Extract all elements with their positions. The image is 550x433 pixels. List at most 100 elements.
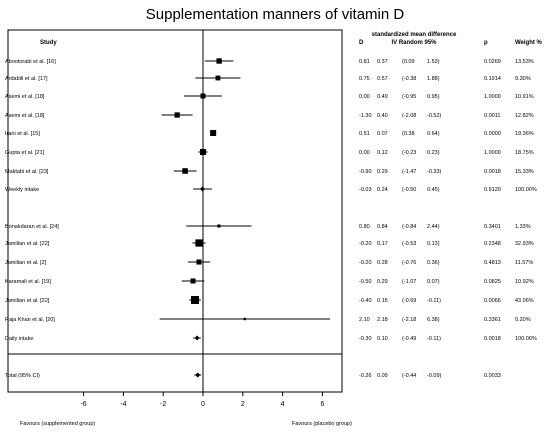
value-weight: 0.20% bbox=[515, 317, 531, 323]
x-tick-label: -4 bbox=[120, 401, 126, 408]
value-weight: 9.30% bbox=[515, 76, 531, 82]
study-label: Ardabili et al. [17] bbox=[5, 76, 48, 82]
value-d: 0.51 bbox=[359, 131, 370, 137]
value-ci-low: (-0.95 bbox=[402, 94, 416, 100]
study-label: Abootorabi et al. [16] bbox=[5, 59, 56, 65]
value-ci-low: (-1.07 bbox=[402, 279, 416, 285]
value-ci-low: (-0.44 bbox=[402, 373, 416, 379]
effect-marker bbox=[210, 129, 217, 137]
value-ci-high: -0.11) bbox=[427, 336, 441, 342]
study-label: Karamali et al. [19] bbox=[5, 279, 51, 285]
value-p: 0.3401 bbox=[484, 224, 501, 230]
value-d: 0.00 bbox=[359, 150, 370, 156]
value-d: -0.40 bbox=[359, 298, 372, 304]
value-ci-high: 0.13) bbox=[427, 241, 440, 247]
value-se: 0.29 bbox=[377, 279, 388, 285]
effect-marker bbox=[200, 149, 206, 155]
value-ci-low: (-0.69 bbox=[402, 298, 416, 304]
x-tick-label: 6 bbox=[320, 401, 324, 408]
value-weight: 13.53% bbox=[515, 59, 534, 65]
value-se: 0.12 bbox=[377, 150, 388, 156]
effect-marker bbox=[190, 278, 196, 284]
study-label: Total (95% CI) bbox=[5, 373, 40, 379]
value-weight: 10.92% bbox=[515, 279, 534, 285]
header-study: Study bbox=[40, 40, 57, 46]
effect-marker bbox=[182, 168, 188, 174]
value-ci-low: (-2.18 bbox=[402, 317, 416, 323]
value-ci-low: (-0.23 bbox=[402, 150, 416, 156]
effect-marker bbox=[243, 317, 246, 321]
value-ci-high: 0.95) bbox=[427, 94, 440, 100]
header-p: p bbox=[484, 40, 488, 46]
value-ci-low: (-1.47 bbox=[402, 169, 416, 175]
value-d: 0.00 bbox=[359, 94, 370, 100]
x-tick-label: -6 bbox=[80, 401, 86, 408]
value-weight: 18.75% bbox=[515, 150, 534, 156]
header-d: D bbox=[359, 40, 364, 46]
value-ci-high: -0.52) bbox=[427, 113, 442, 119]
favours-left-label: Favours (supplemented group) bbox=[20, 421, 95, 427]
value-ci-low: (-0.49 bbox=[402, 336, 416, 342]
value-ci-high: 0.23) bbox=[427, 150, 440, 156]
value-ci-low: (-0.76 bbox=[402, 260, 416, 266]
chart-title: Supplementation manners of vitamin D bbox=[145, 6, 405, 23]
study-label: Jamilian et al. [22] bbox=[5, 241, 50, 247]
study-label: Raja Khan et al. [20] bbox=[5, 317, 55, 323]
effect-marker bbox=[191, 296, 200, 304]
study-label: Jamilian et al. [2] bbox=[5, 260, 47, 266]
value-d: -1.30 bbox=[359, 113, 372, 119]
value-ci-high: 0.07) bbox=[427, 279, 440, 285]
study-label: Jamilian et al. [22] bbox=[5, 298, 50, 304]
value-d: 0.75 bbox=[359, 76, 370, 82]
pooled-diamond bbox=[194, 335, 200, 341]
value-d: 0.80 bbox=[359, 224, 370, 230]
value-d: -0.90 bbox=[359, 169, 372, 175]
pooled-diamond bbox=[199, 186, 205, 192]
value-weight: 11.57% bbox=[515, 260, 533, 266]
value-ci-low: (-0.53 bbox=[402, 241, 416, 247]
value-p: 0.1914 bbox=[484, 76, 501, 82]
value-d: -0.20 bbox=[359, 260, 372, 266]
value-weight: 100.00% bbox=[515, 187, 537, 193]
value-p: 0.0018 bbox=[484, 336, 501, 342]
value-p: 0.9120 bbox=[484, 187, 501, 193]
value-weight: 1.33% bbox=[515, 224, 531, 230]
value-p: 0.0066 bbox=[484, 298, 501, 304]
value-ci-low: (-0.50 bbox=[402, 187, 416, 193]
value-p: 0.3361 bbox=[484, 317, 501, 323]
value-ci-high: 1.53) bbox=[427, 59, 440, 65]
value-ci-high: -0.11) bbox=[427, 298, 441, 304]
value-se: 0.29 bbox=[377, 169, 388, 175]
value-p: 0.0033 bbox=[484, 373, 501, 379]
value-ci-high: -0.09) bbox=[427, 373, 442, 379]
study-label: Asemi et al. [18] bbox=[5, 113, 45, 119]
value-d: -0.30 bbox=[359, 336, 372, 342]
value-se: 0.17 bbox=[377, 241, 388, 247]
effect-marker bbox=[200, 93, 206, 99]
value-p: 0.0269 bbox=[484, 59, 501, 65]
effect-marker bbox=[195, 239, 203, 247]
value-d: -0.03 bbox=[359, 187, 372, 193]
value-ci-low: (-2.08 bbox=[402, 113, 416, 119]
value-weight: 32.93% bbox=[515, 241, 534, 247]
value-ci-low: (0.09 bbox=[402, 59, 415, 65]
value-p: 0.0000 bbox=[484, 131, 501, 137]
value-se: 0.84 bbox=[377, 224, 388, 230]
value-weight: 10.91% bbox=[515, 94, 534, 100]
value-se: 0.07 bbox=[377, 131, 388, 137]
value-se: 0.28 bbox=[377, 260, 388, 266]
value-se: 0.49 bbox=[377, 94, 388, 100]
value-p: 0.0018 bbox=[484, 169, 501, 175]
value-ci-high: 1.88) bbox=[427, 76, 440, 82]
value-se: 0.24 bbox=[377, 187, 388, 193]
value-d: -0.20 bbox=[359, 241, 372, 247]
value-d: 2.10 bbox=[359, 317, 370, 323]
value-p: 0.0011 bbox=[484, 113, 500, 119]
value-se: 2.18 bbox=[377, 317, 388, 323]
value-p: 0.2348 bbox=[484, 241, 501, 247]
effect-marker bbox=[217, 224, 221, 228]
header-effect-line1: standardized mean difference bbox=[372, 32, 457, 38]
value-d: -0.50 bbox=[359, 279, 372, 285]
value-d: 0.81 bbox=[359, 59, 370, 65]
